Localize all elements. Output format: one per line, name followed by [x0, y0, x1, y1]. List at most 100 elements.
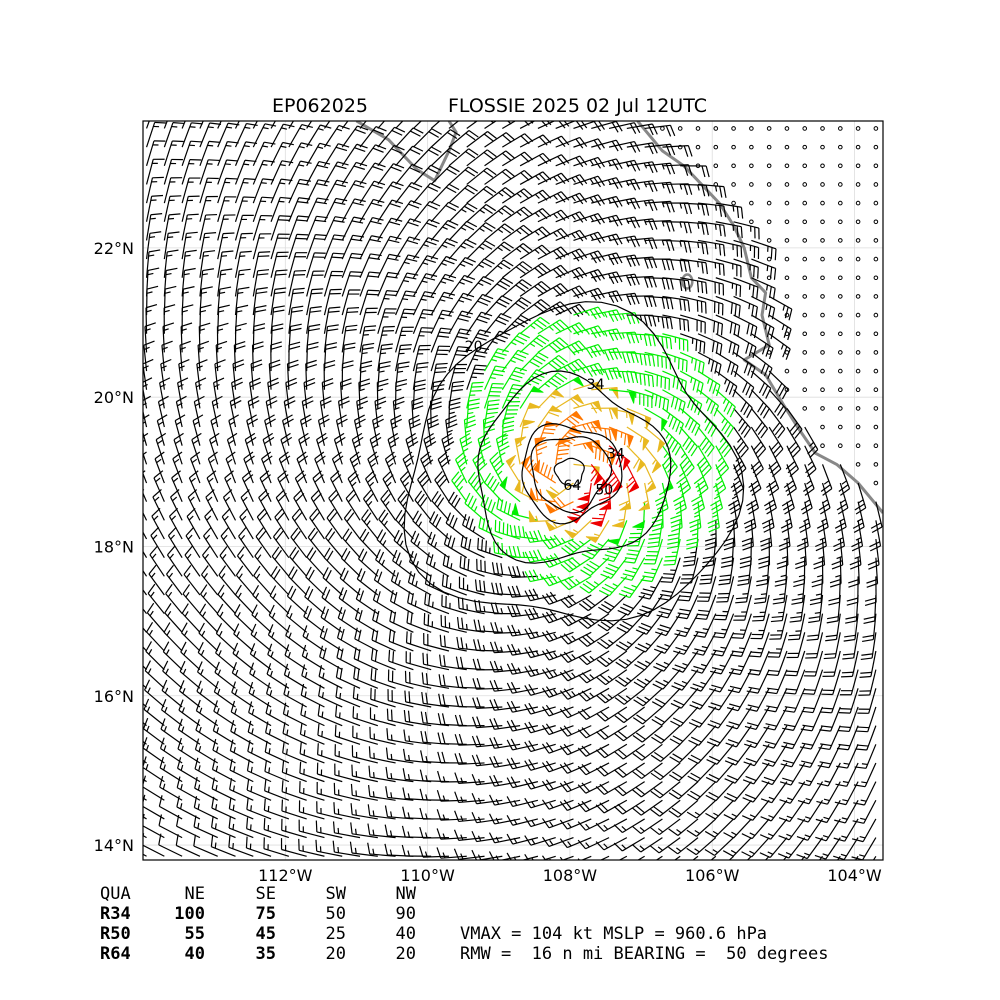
wind-barb: [613, 818, 645, 834]
wind-barb: [471, 793, 503, 805]
wind-barb: [680, 258, 708, 275]
wind-barb: [333, 782, 361, 801]
wind-barb: [502, 133, 534, 148]
wind-barb: [802, 350, 808, 355]
wind-barb: [270, 269, 288, 297]
wind-barb: [697, 183, 727, 198]
wind-barb: [697, 407, 718, 437]
wind-barb: [395, 200, 422, 223]
wind-barb: [595, 781, 628, 796]
wind-barb: [855, 350, 861, 355]
wind-barb: [873, 275, 879, 281]
wind-barb: [329, 470, 343, 502]
table-cell-r34-nw: 90: [396, 904, 416, 924]
wind-barb: [319, 625, 343, 652]
wind-barb: [802, 256, 808, 262]
wind-barb: [802, 312, 808, 318]
wind-barb: [784, 238, 790, 243]
wind-barb: [306, 160, 331, 185]
wind-barb: [306, 288, 324, 316]
wind-barb: [283, 396, 296, 428]
wind-barb: [420, 711, 450, 727]
wind-barb: [270, 305, 285, 334]
table-cell-r34-ne: 100: [174, 904, 205, 924]
table-cell-r34-se: 75: [256, 904, 276, 924]
wind-barb: [441, 574, 467, 596]
wind-barb: [270, 196, 292, 222]
wind-barb: [395, 121, 404, 129]
wind-barb: [439, 654, 467, 671]
wind-barb: [395, 145, 424, 167]
wind-barb: [323, 252, 345, 278]
wind-barb: [185, 526, 201, 559]
wind-barb: [412, 182, 441, 204]
lon-tick-label: 108°W: [543, 866, 598, 885]
wind-barb: [766, 144, 772, 150]
wind-barb: [176, 795, 201, 820]
wind-barb: [797, 781, 824, 805]
wind-barb: [389, 590, 414, 615]
wind-barb: [662, 144, 693, 157]
wind-barb: [448, 130, 479, 148]
wind-barb: [267, 624, 290, 652]
wind-barb: [305, 359, 317, 390]
wind-barb: [506, 700, 539, 713]
wind-barb: [163, 140, 184, 166]
wind-barb: [466, 398, 480, 428]
wind-barb: [855, 144, 861, 150]
wind-barb: [229, 739, 254, 764]
wind-barb: [235, 565, 254, 596]
wind-barb: [377, 325, 395, 353]
wind-barb: [288, 252, 308, 278]
wind-barb: [559, 687, 592, 700]
contour-label: 34: [587, 377, 605, 393]
wind-barb: [733, 221, 760, 240]
wind-barb: [704, 818, 734, 838]
wind-barb: [423, 632, 450, 652]
wind-barb: [743, 743, 770, 767]
wind-barb: [576, 482, 592, 510]
wind-barb: [855, 256, 861, 262]
wind-barb: [219, 546, 236, 577]
wind-barb: [733, 426, 749, 458]
wind-barb: [802, 275, 808, 281]
wind-barb: [787, 613, 806, 641]
wind-barb: [249, 377, 261, 409]
wind-barb: [820, 368, 825, 374]
wind-barb: [252, 196, 274, 222]
wind-barb: [143, 813, 165, 839]
wind-barb: [524, 740, 556, 753]
wind-barb: [240, 489, 254, 521]
wind-barb: [402, 451, 415, 484]
wind-barb: [217, 232, 235, 260]
wind-barb: [873, 443, 879, 449]
wind-barb: [454, 714, 485, 727]
wind-barb: [265, 395, 278, 428]
wind-barb: [808, 594, 824, 624]
wind-barb: [270, 287, 287, 316]
wind-barb: [801, 688, 824, 714]
wind-barb: [359, 144, 387, 167]
wind-barb: [654, 482, 669, 515]
wind-barb: [855, 725, 877, 751]
wind-barb: [768, 370, 789, 400]
wind-barb: [228, 816, 254, 839]
wind-barb: [193, 815, 218, 839]
wind-barb: [662, 370, 687, 393]
wind-barb: [370, 687, 396, 708]
wind-barb: [784, 256, 790, 262]
wind-barb: [555, 192, 588, 205]
wind-barb: [803, 464, 815, 496]
wind-barb: [542, 534, 574, 550]
wind-barb: [362, 489, 379, 521]
wind-barb: [430, 327, 453, 353]
wind-barb: [359, 235, 383, 260]
wind-barb: [347, 470, 361, 502]
wind-barb: [749, 163, 754, 169]
wind-barb: [388, 629, 414, 652]
wind-barb: [323, 179, 349, 204]
wind-barb: [181, 249, 197, 278]
wind-barb: [846, 576, 859, 606]
wind-barb: [209, 432, 220, 465]
wind-barb: [663, 538, 681, 566]
